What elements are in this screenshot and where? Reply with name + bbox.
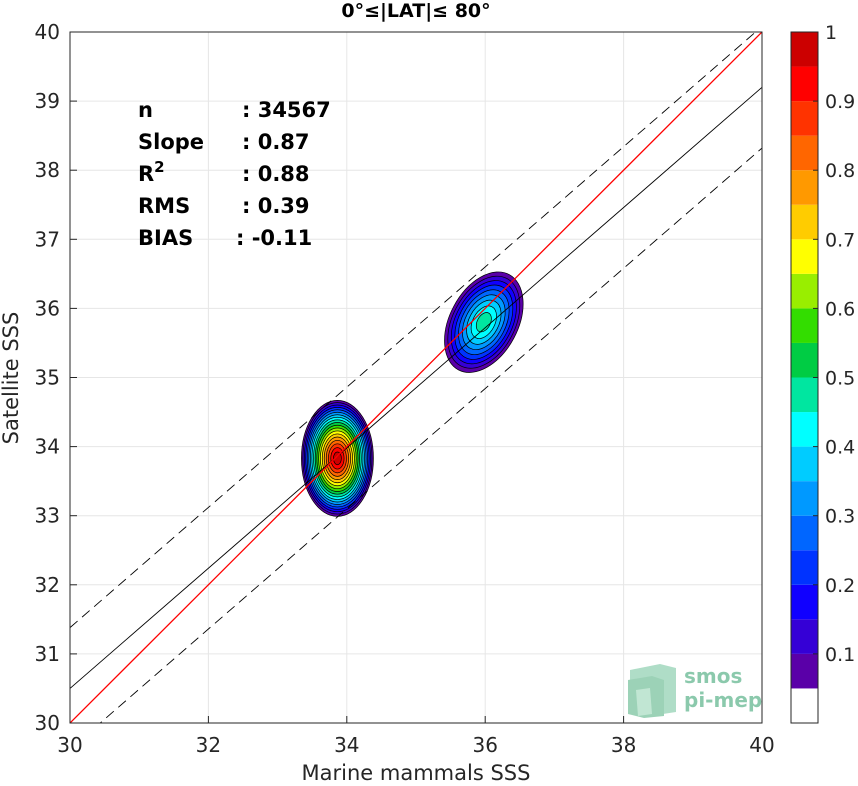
y-tick-label: 31 xyxy=(35,642,60,666)
reference-lines xyxy=(70,32,762,723)
colorbar-segment xyxy=(791,239,818,274)
x-tick-label: 30 xyxy=(57,733,82,757)
logo-icon xyxy=(628,664,676,718)
chart-title: 0°≤|LAT|≤ 80° xyxy=(341,0,490,22)
colorbar-tick-label: 0.5 xyxy=(825,368,855,390)
colorbar-segment xyxy=(791,308,818,343)
y-tick-label: 34 xyxy=(35,435,60,459)
density-contour-level xyxy=(475,312,492,333)
colorbar-segment xyxy=(791,584,818,620)
colorbar-segment xyxy=(791,66,818,102)
colorbar-segment xyxy=(791,481,818,516)
colorbar-segment xyxy=(791,377,818,413)
stat-value: : 0.39 xyxy=(242,194,310,218)
stat-label: BIAS xyxy=(138,226,193,250)
stat-value: : 0.88 xyxy=(242,162,310,186)
colorbar: 0.1 0.2 0.3 0.4 0.5 0.6 0.7 0.8 0.9 1 xyxy=(790,22,855,724)
y-tick-label: 38 xyxy=(35,158,60,182)
density-contour-level xyxy=(333,451,342,466)
colorbar-tick-label: 0.8 xyxy=(825,160,855,182)
watermark-logo: smos pi-mep xyxy=(628,664,762,718)
x-tick-label: 40 xyxy=(749,733,774,757)
y-tick-label: 32 xyxy=(35,573,60,597)
colorbar-segment xyxy=(791,342,818,378)
colorbar-segment xyxy=(791,550,818,585)
grid xyxy=(70,32,762,723)
x-axis-ticks: 30 32 34 36 38 40 xyxy=(57,716,775,757)
y-tick-label: 36 xyxy=(35,296,60,320)
colorbar-segment xyxy=(791,273,818,309)
fit-upper-bound-line xyxy=(70,32,757,628)
stat-value: : -0.11 xyxy=(236,226,312,250)
y-tick-label: 37 xyxy=(35,227,60,251)
colorbar-segment xyxy=(791,101,818,136)
colorbar-tick-label: 0.6 xyxy=(825,298,855,320)
colorbar-tick-label: 1 xyxy=(825,22,837,44)
y-tick-label: 35 xyxy=(35,366,60,390)
colorbar-segment xyxy=(791,446,818,482)
stat-label: Slope xyxy=(138,130,204,154)
colorbar-tick-label: 0.9 xyxy=(825,91,855,113)
watermark-line-1: smos xyxy=(684,664,742,688)
colorbar-tick-label: 0.1 xyxy=(825,644,855,666)
y-tick-label: 40 xyxy=(35,20,60,44)
stat-label: RMS xyxy=(138,194,190,218)
colorbar-segment xyxy=(791,135,818,171)
stat-value: : 0.87 xyxy=(242,130,310,154)
y-axis-ticks: 30 31 32 33 34 35 36 37 38 39 40 xyxy=(35,20,77,735)
stat-label: n xyxy=(138,98,153,122)
watermark-line-2: pi-mep xyxy=(684,688,762,712)
y-tick-label: 30 xyxy=(35,711,60,735)
colorbar-segment xyxy=(791,204,818,240)
colorbar-tick-label: 0.3 xyxy=(825,506,855,528)
colorbar-segment xyxy=(791,32,818,67)
x-axis-label: Marine mammals SSS xyxy=(302,761,531,785)
x-tick-label: 32 xyxy=(196,733,221,757)
y-tick-label: 33 xyxy=(35,504,60,528)
x-tick-label: 36 xyxy=(472,733,497,757)
fit-lower-bound-line xyxy=(99,147,762,723)
x-tick-label: 38 xyxy=(611,733,636,757)
colorbar-segment xyxy=(791,170,818,205)
colorbar-tick-label: 0.4 xyxy=(825,437,855,459)
colorbar-segment xyxy=(791,688,818,723)
density-contours xyxy=(301,271,524,517)
identity-line xyxy=(70,32,762,723)
colorbar-tick-label: 0.2 xyxy=(825,575,855,597)
stat-value: : 34567 xyxy=(242,98,331,122)
x-tick-label: 34 xyxy=(334,733,359,757)
y-tick-label: 39 xyxy=(35,89,60,113)
colorbar-segment xyxy=(791,515,818,551)
colorbar-segment xyxy=(791,619,818,654)
colorbar-segment xyxy=(791,653,818,689)
y-axis-label: Satellite SSS xyxy=(0,312,23,445)
colorbar-segment xyxy=(791,412,818,447)
regression-fit-line xyxy=(70,86,762,689)
colorbar-tick-label: 0.7 xyxy=(825,229,855,251)
